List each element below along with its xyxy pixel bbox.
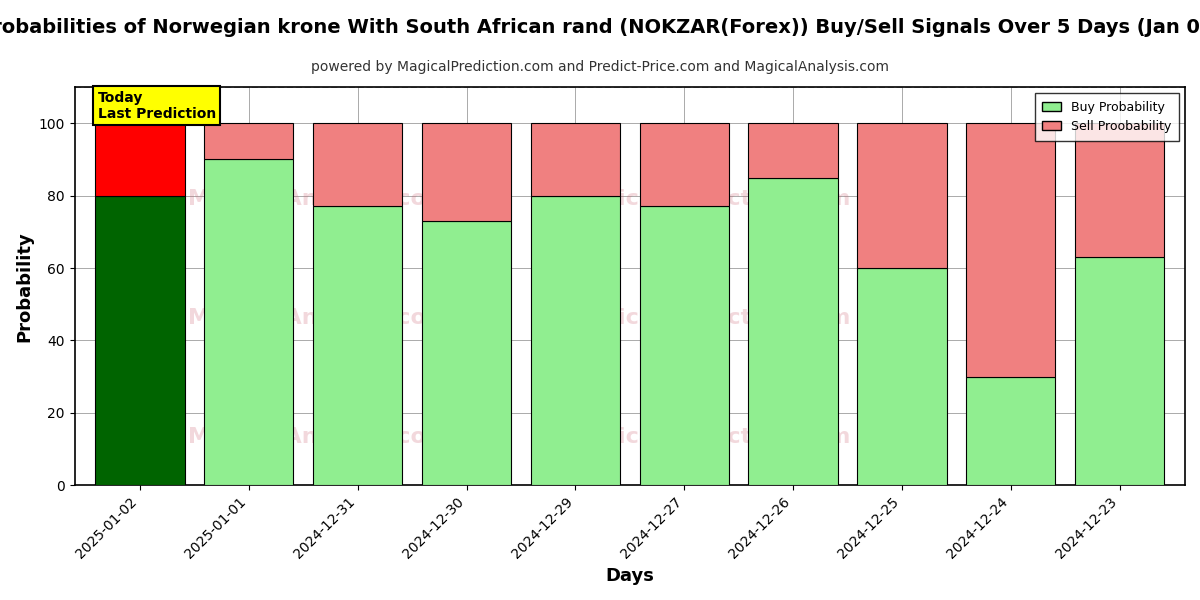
Bar [749,178,838,485]
Bar [857,123,947,268]
Bar [1075,123,1164,257]
Bar [313,206,402,485]
Bar [640,123,728,206]
Text: MagicalAnalysis.com: MagicalAnalysis.com [188,427,450,448]
Bar [640,206,728,485]
Bar [204,123,294,160]
Text: powered by MagicalPrediction.com and Predict-Price.com and MagicalAnalysis.com: powered by MagicalPrediction.com and Pre… [311,60,889,74]
Bar [204,160,294,485]
Y-axis label: Probability: Probability [16,231,34,341]
Text: Probabilities of Norwegian krone With South African rand (NOKZAR(Forex)) Buy/Sel: Probabilities of Norwegian krone With So… [0,18,1200,37]
Text: MagicalPrediction.com: MagicalPrediction.com [565,188,851,209]
Bar [966,377,1056,485]
Text: MagicalAnalysis.com: MagicalAnalysis.com [188,188,450,209]
Bar [422,221,511,485]
Text: Today
Last Prediction: Today Last Prediction [97,91,216,121]
Bar [95,123,185,196]
Legend: Buy Probability, Sell Proobability: Buy Probability, Sell Proobability [1034,93,1178,140]
Text: MagicalPrediction.com: MagicalPrediction.com [565,427,851,448]
Text: MagicalAnalysis.com: MagicalAnalysis.com [188,308,450,328]
Bar [422,123,511,221]
Bar [966,123,1056,377]
Bar [749,123,838,178]
Bar [857,268,947,485]
Bar [95,196,185,485]
X-axis label: Days: Days [605,567,654,585]
Bar [530,196,620,485]
Bar [530,123,620,196]
Bar [1075,257,1164,485]
Text: MagicalPrediction.com: MagicalPrediction.com [565,308,851,328]
Bar [313,123,402,206]
